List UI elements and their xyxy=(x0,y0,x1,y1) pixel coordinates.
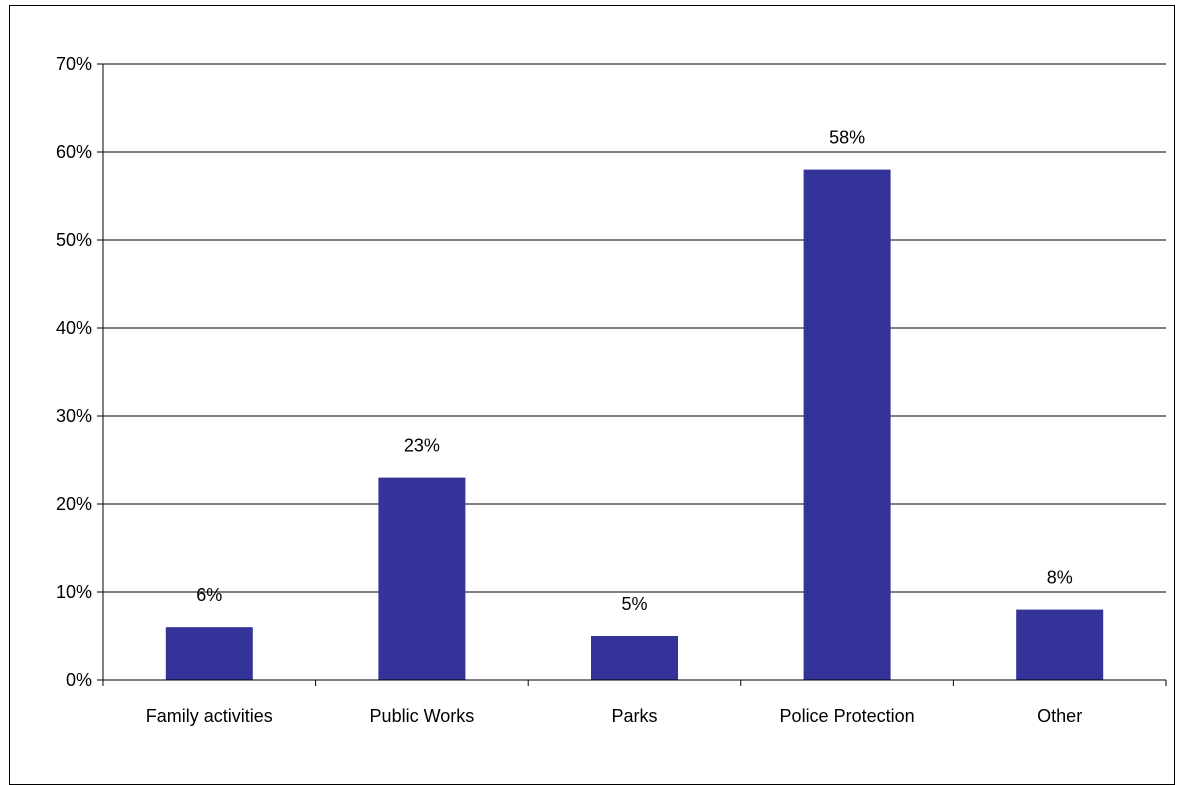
data-label: 23% xyxy=(404,436,440,456)
bar xyxy=(165,627,253,680)
gridlines xyxy=(103,63,1166,593)
x-category-label: Public Works xyxy=(370,706,475,726)
y-tick-label: 40% xyxy=(56,318,92,338)
y-tick-label: 30% xyxy=(56,406,92,426)
y-tick-label: 20% xyxy=(56,494,92,514)
bar xyxy=(378,477,466,680)
labels: 0% 10% 20% 30% 40% 50% 60% 70% 6% Family activiti… xyxy=(56,54,1082,726)
data-label: 6% xyxy=(196,585,222,605)
data-label: 5% xyxy=(621,594,647,614)
data-label: 58% xyxy=(829,128,865,148)
x-category-label: Family activities xyxy=(146,706,273,726)
bar xyxy=(591,636,678,680)
bar xyxy=(1016,609,1104,680)
x-category-label: Parks xyxy=(611,706,657,726)
x-category-label: Other xyxy=(1037,706,1082,726)
y-tick-label: 50% xyxy=(56,230,92,250)
y-tick-label: 0% xyxy=(66,670,92,690)
x-category-label: Police Protection xyxy=(780,706,915,726)
bars xyxy=(165,169,1104,680)
data-label: 8% xyxy=(1047,568,1073,588)
axes xyxy=(97,63,1167,686)
y-tick-label: 70% xyxy=(56,54,92,74)
y-tick-label: 60% xyxy=(56,142,92,162)
y-tick-label: 10% xyxy=(56,582,92,602)
bar xyxy=(803,169,891,680)
